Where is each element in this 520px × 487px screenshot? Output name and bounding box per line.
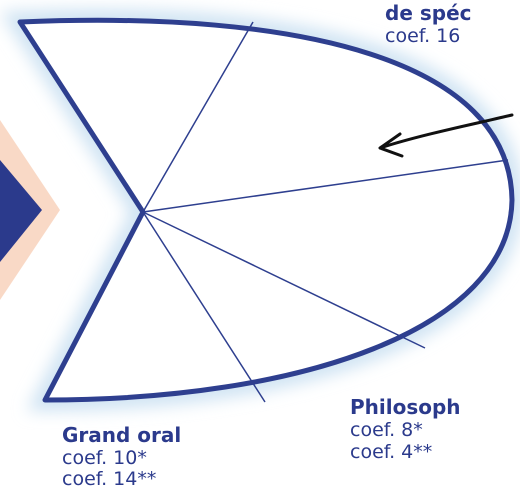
label-line: coef. 10* [62,447,147,469]
label-line: coef. 16 [385,25,460,47]
label-title: Grand oral [62,423,181,447]
label-title: de spéc [385,1,471,25]
label-line: coef. 4** [350,441,432,463]
label-line: coef. 8* [350,419,423,441]
label-title: Philosoph [350,395,461,419]
diagram: de spéc coef. 16 Philosoph coef. 8* coef… [0,0,520,487]
label-line: coef. 14** [62,468,156,487]
